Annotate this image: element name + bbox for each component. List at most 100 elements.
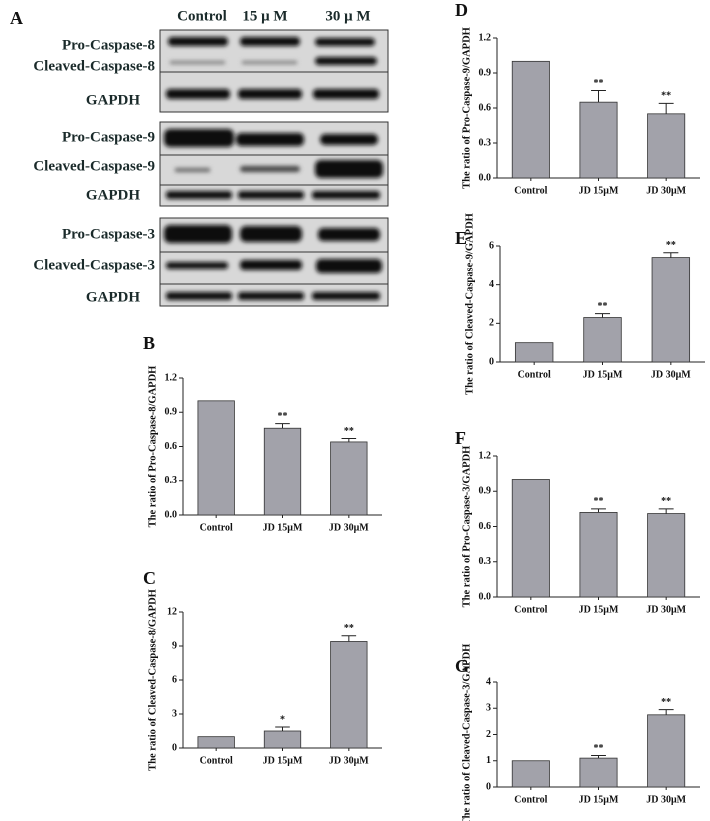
x-tick-label: JD 30μM [646, 604, 686, 615]
error-bar [341, 635, 357, 642]
row-label: Cleaved-Caspase-3 [33, 257, 155, 273]
y-tick-label: 0.0 [165, 509, 178, 520]
error-bar [275, 423, 290, 429]
panel-letter: D [455, 0, 468, 20]
panel-letter: B [143, 333, 155, 353]
panel-letter: F [455, 428, 466, 448]
y-tick-label: 0 [486, 781, 491, 792]
y-tick-label: 0.9 [165, 407, 178, 418]
significance-label: ** [661, 496, 671, 507]
error-bar [658, 508, 674, 514]
y-tick-label: 0.3 [165, 475, 178, 486]
blot-panel: A Control 15 μ M 30 μ M Pro-Caspase-8 Cl… [10, 8, 389, 307]
y-axis-label: The ratio of Pro-Caspase-9/GAPDH [461, 27, 472, 189]
x-tick-label: JD 15μM [579, 604, 619, 615]
x-tick-label: Control [200, 755, 233, 766]
bar [263, 427, 302, 516]
y-axis-label: The ratio of Cleaved-Caspase-3/GAPDH [461, 644, 472, 821]
y-tick-label: 3 [172, 708, 177, 719]
error-bar [591, 90, 606, 103]
y-tick-label: 9 [172, 640, 177, 651]
bar [330, 641, 368, 749]
bar [579, 512, 618, 598]
error-bar [341, 438, 357, 442]
row-label: Pro-Caspase-9 [62, 129, 155, 145]
bar [579, 101, 618, 179]
x-tick-label: Control [514, 185, 547, 196]
x-tick-label: JD 30μM [646, 794, 686, 805]
bar [511, 760, 550, 788]
y-tick-label: 0.3 [479, 137, 492, 148]
bar [647, 714, 686, 788]
significance-label: ** [594, 496, 604, 507]
x-tick-label: JD 30μM [329, 755, 369, 766]
bar [511, 60, 550, 179]
y-tick-label: 0.9 [479, 486, 492, 497]
bar-chart: D The ratio of Pro-Caspase-9/GAPDH 0.0 0.3 0… [455, 0, 700, 196]
bar [579, 757, 618, 788]
y-tick-label: 2 [489, 318, 494, 329]
y-tick-label: 2 [486, 729, 491, 740]
y-tick-label: 1 [486, 755, 491, 766]
y-axis-label: The ratio of Cleaved-Caspase-8/GAPDH [147, 589, 158, 771]
x-tick-label: JD 15μM [579, 185, 619, 196]
y-tick-label: 0.6 [479, 521, 492, 532]
y-tick-label: 6 [172, 674, 177, 685]
lane-label: 15 μ M [242, 8, 287, 24]
y-tick-label: 3 [486, 703, 491, 714]
x-tick-label: Control [514, 794, 547, 805]
y-tick-label: 0.0 [479, 591, 492, 602]
significance-label: ** [278, 411, 288, 422]
y-axis-label: The ratio of Pro-Caspase-3/GAPDH [461, 446, 472, 608]
bands [164, 37, 383, 300]
x-tick-label: JD 30μM [651, 369, 691, 380]
x-tick-label: JD 30μM [329, 522, 369, 533]
error-bar [594, 313, 611, 318]
panel-letter: G [455, 656, 469, 676]
y-axis-label: The ratio of Cleaved-Caspase-9/GAPDH [464, 213, 475, 395]
y-tick-label: 0.3 [479, 556, 492, 567]
bar [514, 342, 554, 363]
y-tick-label: 0.0 [479, 172, 492, 183]
significance-label: ** [594, 78, 604, 89]
row-label: Pro-Caspase-8 [62, 37, 155, 53]
bar-chart: B The ratio of Pro-Caspase-8/GAPDH 0.0 0.3 0… [143, 333, 382, 533]
y-tick-label: 6 [489, 240, 494, 251]
row-label: Pro-Caspase-3 [62, 226, 155, 242]
y-tick-label: 0 [172, 742, 177, 753]
y-tick-label: 1.2 [479, 32, 492, 43]
x-tick-label: JD 15μM [263, 522, 303, 533]
bar [197, 736, 235, 749]
error-bar [275, 726, 290, 731]
significance-label: ** [661, 91, 671, 102]
y-tick-label: 1.2 [165, 372, 178, 383]
significance-label: ** [344, 426, 354, 437]
y-tick-label: 4 [489, 279, 494, 290]
bar [511, 479, 550, 598]
x-tick-label: Control [200, 522, 233, 533]
row-label: GAPDH [86, 92, 140, 108]
x-tick-label: Control [518, 369, 551, 380]
panel-letter: C [143, 568, 156, 588]
panel-letter: A [10, 8, 23, 28]
bar [647, 513, 686, 598]
lane-label: 30 μ M [325, 8, 370, 24]
x-tick-label: JD 15μM [579, 794, 619, 805]
error-bar [663, 252, 679, 258]
x-tick-label: JD 15μM [583, 369, 623, 380]
x-tick-label: JD 15μM [263, 755, 303, 766]
y-tick-label: 0.6 [479, 102, 492, 113]
bar [647, 113, 686, 179]
significance-label: ** [598, 301, 608, 312]
significance-label: * [280, 714, 285, 725]
lane-label: Control [177, 8, 227, 24]
error-bar [658, 102, 674, 114]
error-bar [591, 508, 606, 513]
y-tick-label: 1.2 [479, 450, 492, 461]
error-bar [658, 709, 674, 715]
x-tick-label: Control [514, 604, 547, 615]
bar [197, 400, 235, 516]
